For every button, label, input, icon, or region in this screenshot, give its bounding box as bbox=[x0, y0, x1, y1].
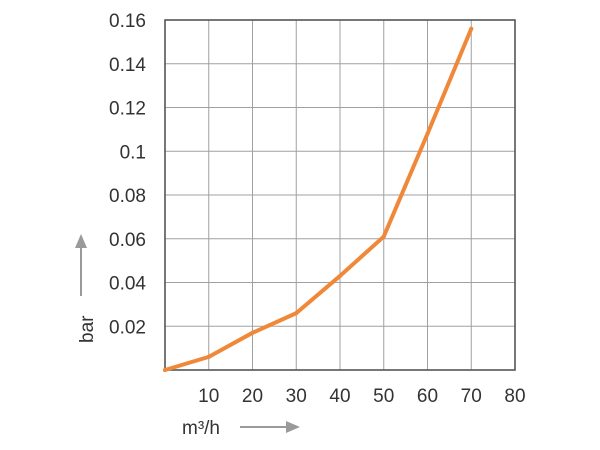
tick-labels: 10 20 30 40 50 60 70 80 0.02 0.04 0.06 0.08 0.1 0.12 0… bbox=[109, 11, 526, 407]
x-tick-label: 70 bbox=[461, 386, 482, 407]
data-point bbox=[163, 368, 167, 372]
data-point bbox=[425, 131, 430, 136]
x-axis-label: m³/h bbox=[182, 418, 220, 439]
y-tick-label: 0.06 bbox=[109, 230, 146, 251]
y-axis-label: bar bbox=[77, 315, 98, 343]
x-tick-label: 50 bbox=[373, 386, 394, 407]
x-tick-label: 80 bbox=[504, 386, 525, 407]
series-line bbox=[163, 26, 474, 372]
x-tick-label: 40 bbox=[329, 386, 350, 407]
data-point bbox=[294, 311, 299, 316]
data-point bbox=[250, 330, 255, 335]
y-tick-label: 0.08 bbox=[109, 186, 146, 207]
x-axis-arrow-icon bbox=[240, 421, 300, 433]
y-tick-label: 0.12 bbox=[109, 99, 146, 120]
x-tick-label: 20 bbox=[242, 386, 263, 407]
y-tick-label: 0.14 bbox=[109, 55, 146, 76]
y-axis-arrow-icon bbox=[75, 234, 87, 296]
y-tick-label: 0.02 bbox=[109, 317, 146, 338]
x-tick-label: 10 bbox=[198, 386, 219, 407]
data-points bbox=[163, 26, 474, 372]
y-tick-label: 0.04 bbox=[109, 274, 146, 295]
data-point bbox=[338, 273, 342, 278]
y-tick-label: 0.16 bbox=[109, 11, 146, 32]
grid-lines bbox=[165, 20, 515, 370]
data-point bbox=[469, 26, 474, 31]
y-tick-label: 0.1 bbox=[120, 142, 146, 163]
data-point bbox=[206, 354, 211, 359]
x-tick-label: 30 bbox=[286, 386, 307, 407]
plot-frame bbox=[164, 19, 516, 371]
data-point bbox=[381, 234, 386, 239]
x-tick-label: 60 bbox=[417, 386, 438, 407]
